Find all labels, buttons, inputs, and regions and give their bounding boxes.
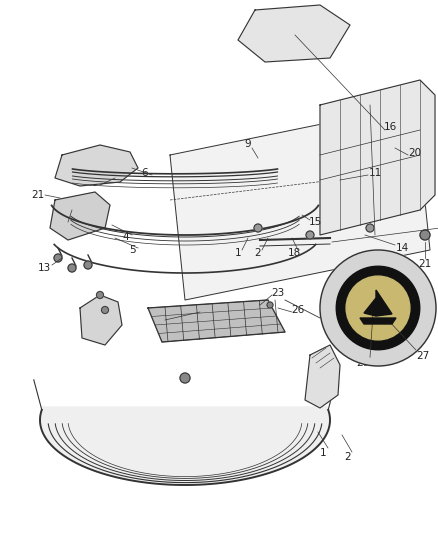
Polygon shape	[364, 298, 376, 316]
Polygon shape	[360, 318, 396, 324]
Circle shape	[420, 230, 430, 240]
Text: 21: 21	[418, 259, 431, 269]
Polygon shape	[50, 192, 110, 240]
Polygon shape	[148, 300, 285, 342]
Polygon shape	[55, 145, 138, 186]
Text: 13: 13	[37, 263, 51, 273]
Polygon shape	[80, 295, 122, 345]
Text: 22: 22	[53, 220, 67, 230]
Circle shape	[102, 306, 109, 313]
Polygon shape	[40, 407, 330, 485]
Circle shape	[336, 266, 420, 350]
Text: 15: 15	[308, 217, 321, 227]
Text: 18: 18	[287, 248, 300, 258]
Circle shape	[306, 231, 314, 239]
Text: 2: 2	[345, 452, 351, 462]
Text: 6: 6	[141, 168, 148, 178]
Text: 9: 9	[245, 139, 251, 149]
Polygon shape	[170, 105, 430, 300]
Text: 16: 16	[383, 122, 397, 132]
Text: 1: 1	[235, 248, 241, 258]
Text: 27: 27	[417, 351, 430, 360]
Text: 14: 14	[396, 243, 409, 253]
Text: 5: 5	[129, 245, 135, 255]
Text: 26: 26	[291, 305, 304, 315]
Circle shape	[346, 276, 410, 340]
Polygon shape	[376, 290, 392, 316]
Circle shape	[84, 261, 92, 269]
Text: 20: 20	[409, 148, 421, 158]
Circle shape	[54, 254, 62, 262]
Polygon shape	[305, 345, 340, 408]
Circle shape	[320, 250, 436, 366]
Text: 18: 18	[152, 313, 165, 323]
Circle shape	[254, 224, 262, 232]
Text: 23: 23	[272, 288, 285, 298]
Circle shape	[96, 292, 103, 298]
Circle shape	[68, 264, 76, 272]
Text: 2: 2	[254, 248, 261, 258]
Text: 15: 15	[85, 178, 99, 188]
Circle shape	[267, 302, 273, 308]
Text: 1: 1	[320, 448, 326, 458]
Text: 28: 28	[357, 358, 370, 368]
Circle shape	[366, 224, 374, 232]
Text: 11: 11	[368, 168, 381, 178]
Text: 21: 21	[32, 190, 45, 200]
Circle shape	[180, 373, 190, 383]
Text: 4: 4	[123, 232, 129, 242]
Polygon shape	[238, 5, 350, 62]
Polygon shape	[320, 80, 435, 235]
